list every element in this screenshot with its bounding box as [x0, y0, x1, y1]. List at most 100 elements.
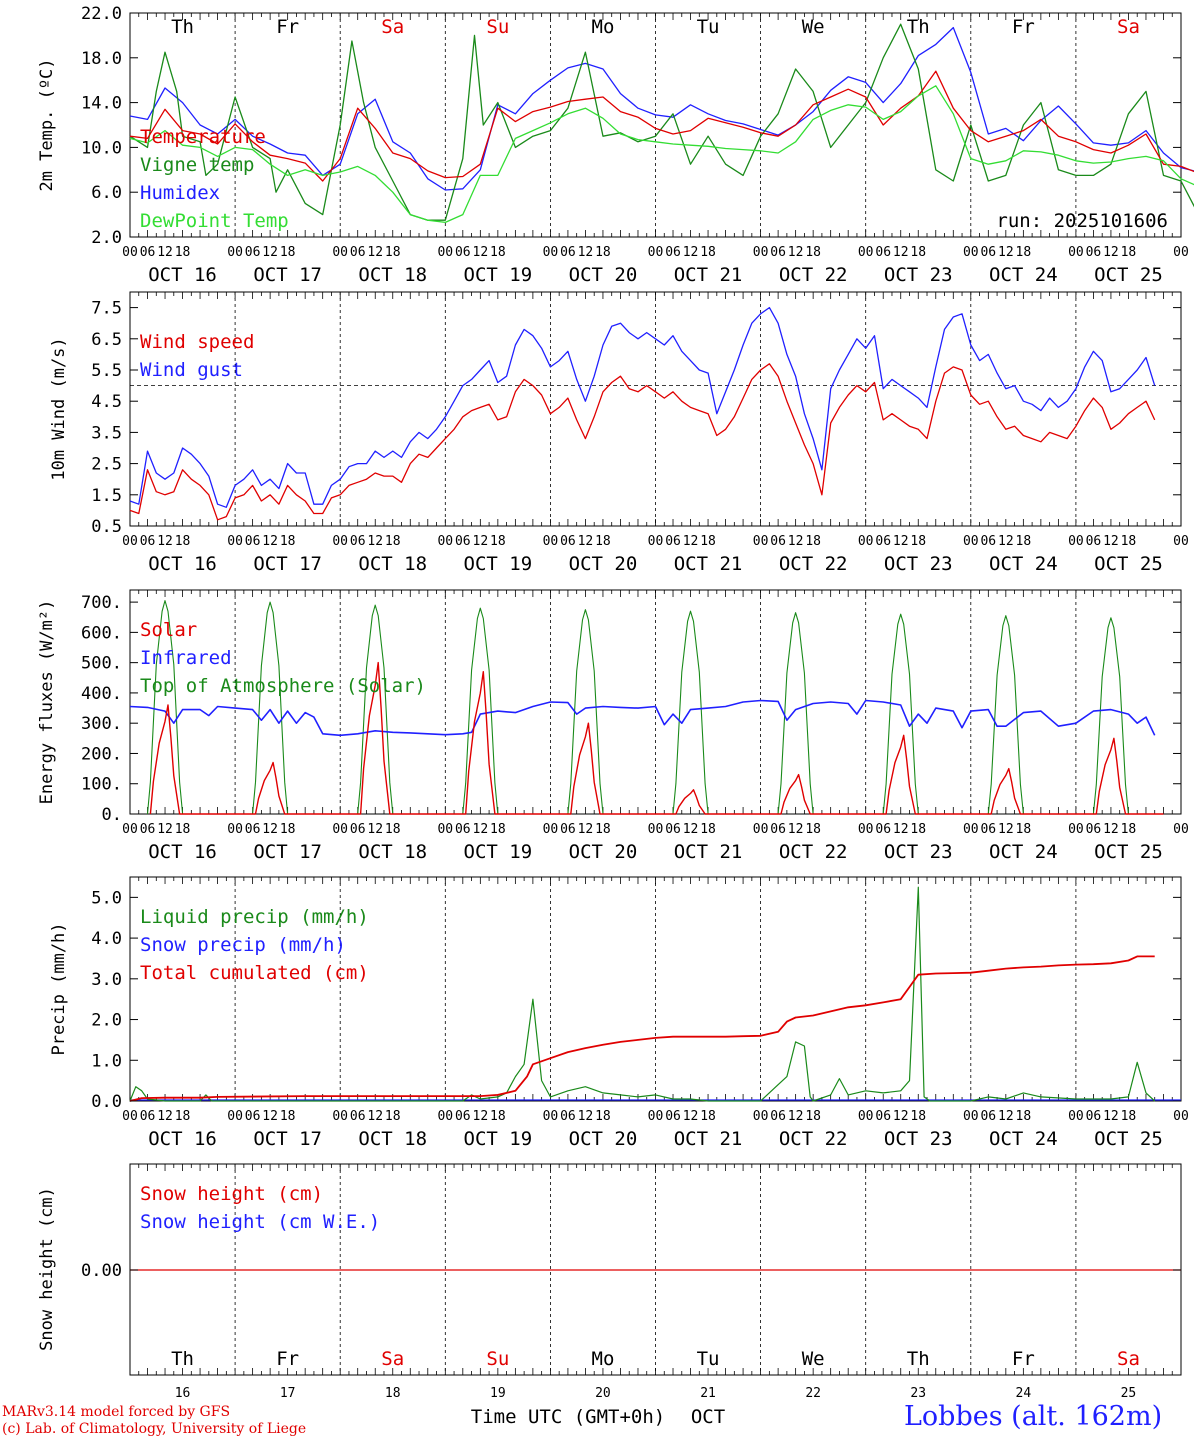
- energy-hour-label: 00: [332, 822, 348, 837]
- wind-hour-label: 06: [770, 534, 786, 549]
- precip-hour-label: 12: [262, 1109, 278, 1124]
- energy-hour-label: 06: [1086, 822, 1102, 837]
- wind-hour-label: 18: [805, 534, 821, 549]
- precip-date-label: OCT 22: [779, 1128, 848, 1150]
- precip-series-line: [129, 886, 1156, 1102]
- precip-ytick-label: 3.0: [91, 970, 122, 990]
- energy-hour-label: 06: [770, 822, 786, 837]
- precip-legend-1: Liquid precip (mm/h): [140, 906, 369, 928]
- energy-hour-label: 00: [122, 822, 138, 837]
- temp-hour-label: 06: [455, 245, 471, 260]
- temp-ytick-label: 6.0: [91, 183, 122, 203]
- snow-weekday: Fr: [1012, 1348, 1035, 1370]
- precip-hour-label: 00: [122, 1109, 138, 1124]
- precip-hour-label: 12: [683, 1109, 699, 1124]
- precip-hour-label: 12: [157, 1109, 173, 1124]
- temp-date-label: OCT 17: [253, 264, 322, 286]
- snow-weekday: Tu: [697, 1348, 720, 1370]
- temp-hour-label: 12: [788, 245, 804, 260]
- energy-ytick-label: 700.: [81, 593, 122, 613]
- wind-hour-label: 12: [788, 534, 804, 549]
- precip-hour-label: 12: [367, 1109, 383, 1124]
- wind-date-label: OCT 24: [989, 553, 1058, 575]
- temp-hour-label: 06: [665, 245, 681, 260]
- precip-hour-label: 12: [788, 1109, 804, 1124]
- energy-legend-3: Top of Atmosphere (Solar): [140, 675, 426, 697]
- precip-hour-label: 18: [805, 1109, 821, 1124]
- wind-hour-label: 18: [1121, 534, 1137, 549]
- energy-hour-label: 06: [455, 822, 471, 837]
- snow-day-number: 16: [175, 1386, 191, 1401]
- precip-ytick-label: 5.0: [91, 888, 122, 908]
- precip-ytick-label: 1.0: [91, 1051, 122, 1071]
- temp-ytick-label: 10.0: [81, 138, 122, 158]
- temp-hour-label: 06: [350, 245, 366, 260]
- energy-hour-label: 12: [578, 822, 594, 837]
- energy-hour-label: 12: [367, 822, 383, 837]
- temp-date-label: OCT 22: [779, 264, 848, 286]
- temp-hour-label: 06: [1086, 245, 1102, 260]
- temp-weekday: Fr: [276, 16, 299, 38]
- temp-hour-label: 12: [578, 245, 594, 260]
- snow-legend-2: Snow height (cm W.E.): [140, 1211, 380, 1233]
- temp-hour-label: 12: [1103, 245, 1119, 260]
- energy-hour-label: 00: [858, 822, 874, 837]
- wind-hour-label: 18: [490, 534, 506, 549]
- energy-hour-label: 00: [1173, 822, 1189, 837]
- energy-hour-label: 06: [875, 822, 891, 837]
- precip-series-line: [129, 955, 1155, 1102]
- precip-hour-label: 12: [893, 1109, 909, 1124]
- temp-hour-label: 00: [753, 245, 769, 260]
- precip-ylabel: Precip (mm/h): [49, 922, 69, 1055]
- precip-date-label: OCT 20: [569, 1128, 638, 1150]
- temp-hour-label: 00: [122, 245, 138, 260]
- energy-hour-label: 00: [227, 822, 243, 837]
- temp-ytick-label: 14.0: [81, 94, 122, 114]
- temp-hour-label: 12: [893, 245, 909, 260]
- energy-hour-label: 18: [595, 822, 611, 837]
- energy-date-label: OCT 22: [779, 841, 848, 863]
- precip-date-label: OCT 19: [464, 1128, 533, 1150]
- wind-ytick-label: 4.5: [91, 392, 122, 412]
- temp-hour-label: 00: [543, 245, 559, 260]
- snow-day-number: 25: [1121, 1386, 1137, 1401]
- snow-weekday: Su: [486, 1348, 509, 1370]
- wind-legend-1: Wind speed: [140, 331, 254, 353]
- precip-date-label: OCT 16: [148, 1128, 217, 1150]
- precip-hour-label: 18: [490, 1109, 506, 1124]
- energy-hour-label: 06: [140, 822, 156, 837]
- wind-hour-label: 06: [665, 534, 681, 549]
- precip-hour-label: 06: [560, 1109, 576, 1124]
- energy-ytick-label: 0.: [102, 805, 122, 825]
- temp-date-label: OCT 16: [148, 264, 217, 286]
- energy-hour-label: 06: [665, 822, 681, 837]
- wind-hour-label: 06: [875, 534, 891, 549]
- wind-ytick-label: 7.5: [91, 299, 122, 319]
- temp-hour-label: 12: [473, 245, 489, 260]
- precip-hour-label: 12: [578, 1109, 594, 1124]
- energy-hour-label: 06: [560, 822, 576, 837]
- temp-hour-label: 06: [875, 245, 891, 260]
- wind-date-label: OCT 16: [148, 553, 217, 575]
- wind-hour-label: 06: [245, 534, 261, 549]
- energy-legend-2: Infrared: [140, 647, 232, 669]
- wind-hour-label: 00: [437, 534, 453, 549]
- precip-hour-label: 06: [770, 1109, 786, 1124]
- temp-hour-label: 12: [683, 245, 699, 260]
- wind-ylabel: 10m Wind (m/s): [49, 337, 69, 480]
- wind-hour-label: 12: [367, 534, 383, 549]
- energy-hour-label: 12: [683, 822, 699, 837]
- energy-hour-label: 00: [1068, 822, 1084, 837]
- temp-series-line: [129, 26, 1194, 191]
- temp-date-label: OCT 25: [1094, 264, 1163, 286]
- snow-day-number: 21: [700, 1386, 716, 1401]
- precip-hour-label: 06: [350, 1109, 366, 1124]
- model-credit: MARv3.14 model forced by GFS: [2, 1404, 231, 1420]
- precip-hour-label: 00: [437, 1109, 453, 1124]
- energy-hour-label: 18: [1121, 822, 1137, 837]
- temp-hour-label: 00: [858, 245, 874, 260]
- energy-hour-label: 06: [980, 822, 996, 837]
- energy-hour-label: 00: [963, 822, 979, 837]
- energy-hour-label: 00: [753, 822, 769, 837]
